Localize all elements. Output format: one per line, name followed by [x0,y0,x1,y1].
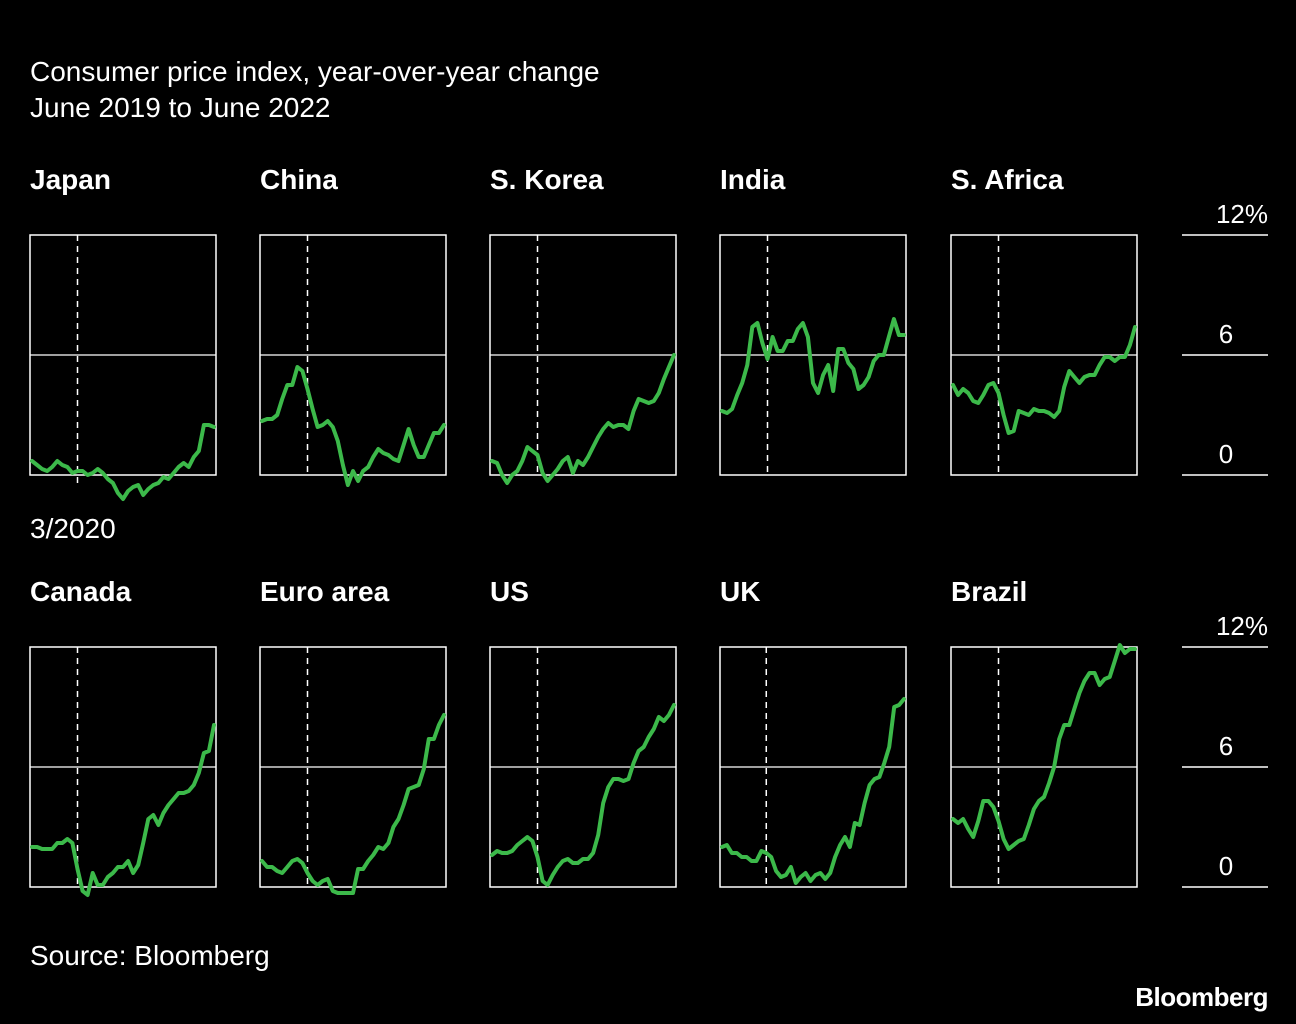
y-tick-label-1-0: 0 [1219,439,1233,469]
panel-japan: Japan [29,164,217,501]
panel-brazil: Brazil [950,576,1138,888]
series-line-brazil [951,643,1137,851]
panel-canada: Canada [29,576,217,897]
series-line-india [720,317,906,415]
panel-us: US [489,576,677,888]
series-line-euro-area [260,713,446,895]
marker-label: 3/2020 [30,513,116,544]
series-line-canada [30,723,216,897]
chart-subtitle: June 2019 to June 2022 [30,92,331,123]
panel-title-euro-area: Euro area [260,576,390,607]
y-axis-1: 0 6 12% [1182,199,1268,476]
chart-title: Consumer price index, year-over-year cha… [30,56,600,87]
panel-title-india: India [720,164,786,195]
source-note: Source: Bloomberg [30,940,270,971]
panel-euro-area: Euro area [259,576,447,895]
panel-title-china: China [260,164,338,195]
series-line-us [490,703,676,887]
series-line-s-korea [490,353,676,485]
panel-title-brazil: Brazil [951,576,1027,607]
panel-title-s-africa: S. Africa [951,164,1064,195]
series-line-uk [720,697,906,885]
panel-china: China [259,164,447,487]
panel-title-uk: UK [720,576,760,607]
y-axis-2: 0 6 12% [1182,611,1268,888]
panel-s-korea: S. Korea [489,164,677,485]
bloomberg-logo: Bloomberg [1135,982,1268,1012]
y-tick-label-2-6: 6 [1219,731,1233,761]
y-tick-label-2-12: 12% [1216,611,1268,641]
panel-india: India [719,164,907,476]
series-line-china [260,365,446,487]
y-tick-label-1-12: 12% [1216,199,1268,229]
series-line-s-africa [951,325,1137,435]
series-line-japan [30,423,216,501]
y-tick-label-1-6: 6 [1219,319,1233,349]
panel-uk: UK [719,576,907,888]
panel-title-s-korea: S. Korea [490,164,604,195]
y-tick-label-2-0: 0 [1219,851,1233,881]
panel-title-canada: Canada [30,576,132,607]
panel-title-us: US [490,576,529,607]
panel-s-africa: S. Africa [950,164,1138,476]
panel-title-japan: Japan [30,164,111,195]
